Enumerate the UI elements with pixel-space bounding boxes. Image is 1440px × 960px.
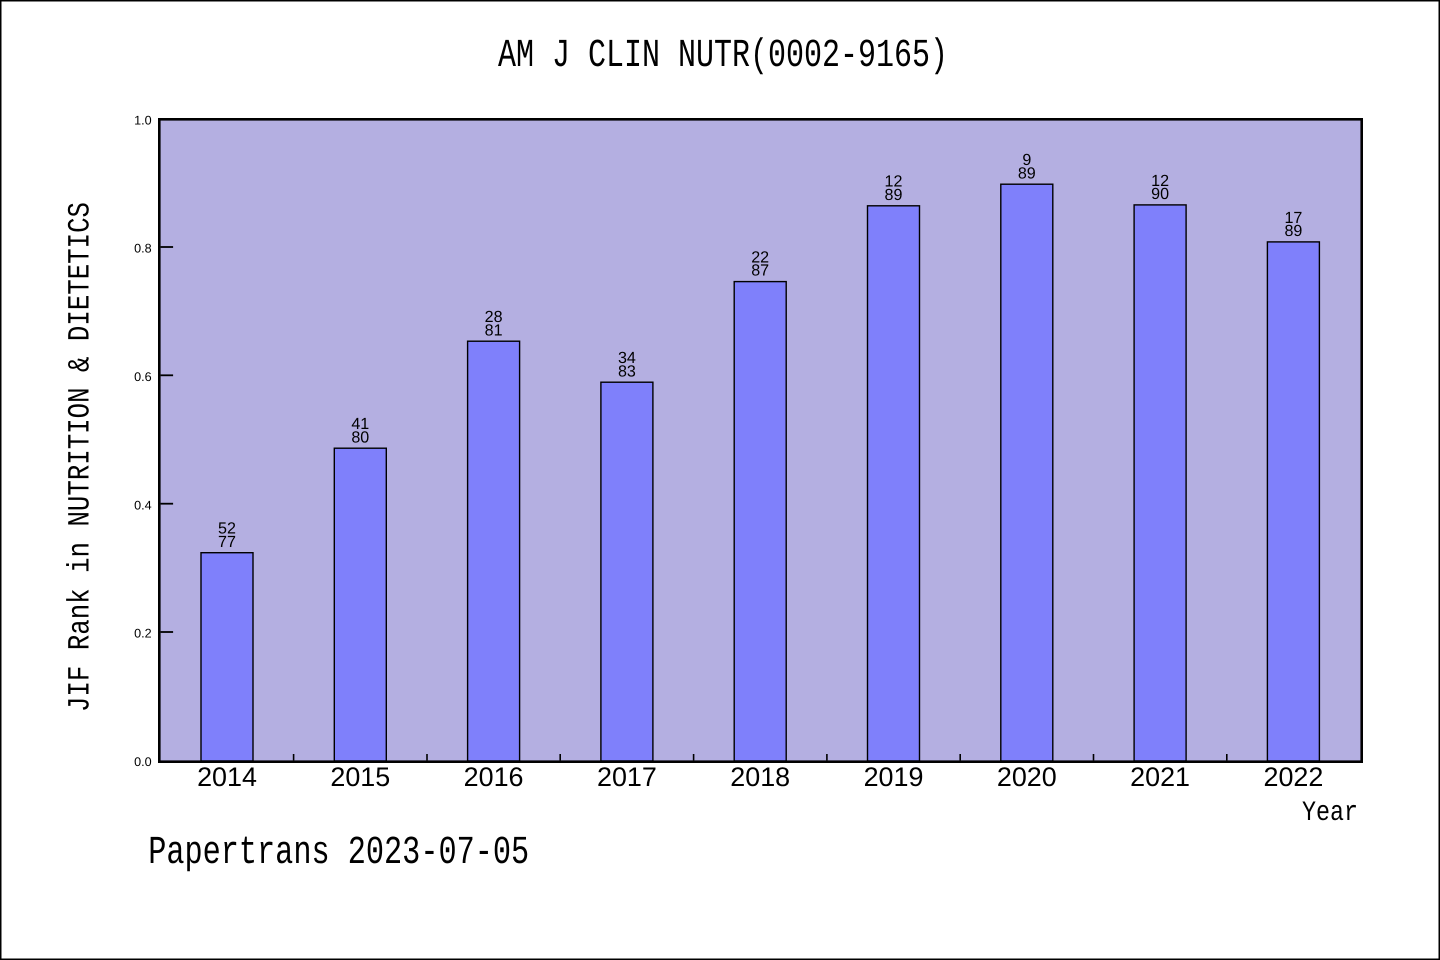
svg-text:0.2: 0.2 xyxy=(134,627,152,641)
svg-text:81: 81 xyxy=(485,321,503,339)
svg-text:Year: Year xyxy=(1302,798,1358,829)
svg-text:1.0: 1.0 xyxy=(134,113,152,127)
svg-text:Papertrans 2023-07-05: Papertrans 2023-07-05 xyxy=(148,830,529,875)
svg-text:17: 17 xyxy=(1284,209,1302,227)
svg-text:89: 89 xyxy=(1018,164,1036,182)
svg-text:41: 41 xyxy=(351,415,369,433)
svg-text:12: 12 xyxy=(885,173,903,191)
svg-text:2020: 2020 xyxy=(997,762,1057,792)
svg-text:2017: 2017 xyxy=(597,762,657,792)
svg-text:0.8: 0.8 xyxy=(134,242,152,256)
svg-text:0.4: 0.4 xyxy=(134,498,152,512)
svg-text:2016: 2016 xyxy=(464,762,524,792)
svg-text:52: 52 xyxy=(218,520,236,538)
svg-text:34: 34 xyxy=(618,349,636,367)
svg-text:89: 89 xyxy=(1284,222,1302,240)
svg-text:2019: 2019 xyxy=(864,762,924,792)
svg-text:77: 77 xyxy=(218,533,236,551)
svg-text:2021: 2021 xyxy=(1130,762,1190,792)
svg-text:0.6: 0.6 xyxy=(134,370,152,384)
svg-text:AM J CLIN NUTR(0002-9165): AM J CLIN NUTR(0002-9165) xyxy=(498,33,948,78)
svg-text:83: 83 xyxy=(618,362,636,380)
svg-text:90: 90 xyxy=(1151,185,1169,203)
svg-text:2022: 2022 xyxy=(1263,762,1323,792)
svg-text:JIF Rank in NUTRITION & DIETET: JIF Rank in NUTRITION & DIETETICS xyxy=(64,202,99,712)
svg-text:28: 28 xyxy=(485,308,503,326)
svg-text:89: 89 xyxy=(885,186,903,204)
svg-text:12: 12 xyxy=(1151,172,1169,190)
svg-text:80: 80 xyxy=(351,428,369,446)
svg-text:0.0: 0.0 xyxy=(134,755,152,769)
svg-text:2014: 2014 xyxy=(197,762,257,792)
svg-text:2018: 2018 xyxy=(730,762,790,792)
svg-text:2015: 2015 xyxy=(330,762,390,792)
svg-text:9: 9 xyxy=(1022,151,1031,169)
svg-text:22: 22 xyxy=(751,249,769,267)
svg-text:87: 87 xyxy=(751,262,769,280)
